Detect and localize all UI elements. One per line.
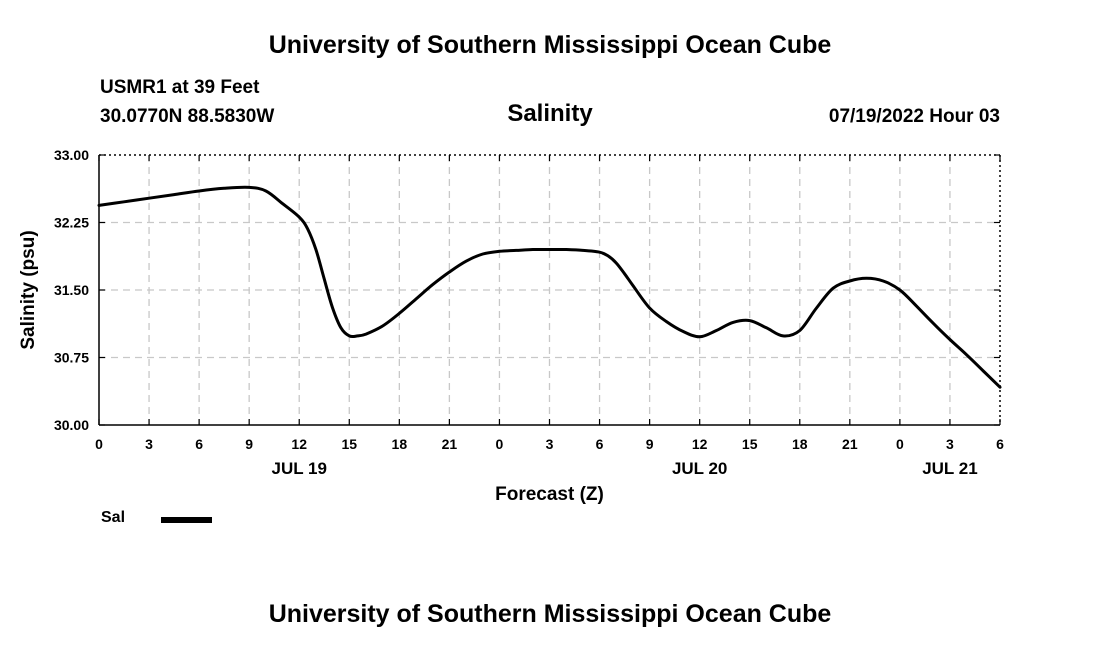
x-tick-label: 3	[946, 436, 954, 452]
x-tick-label: 0	[95, 436, 103, 452]
x-tick-label: 12	[692, 436, 708, 452]
legend-line-swatch	[161, 517, 212, 523]
x-tick-label: 6	[195, 436, 203, 452]
forecast-date: 07/19/2022 Hour 03	[828, 106, 1000, 127]
x-date-label: JUL 21	[922, 459, 977, 478]
x-tick-label: 0	[496, 436, 504, 452]
footer-title: University of Southern Mississippi Ocean…	[268, 600, 832, 628]
station-coordinates: 30.0770N 88.5830W	[100, 106, 275, 127]
x-tick-label: 18	[792, 436, 808, 452]
x-axis-title: Forecast (Z)	[495, 484, 604, 505]
x-date-label: JUL 19	[271, 459, 326, 478]
x-tick-label: 15	[742, 436, 758, 452]
x-tick-label: 3	[145, 436, 153, 452]
x-tick-label: 12	[291, 436, 307, 452]
x-tick-label: 21	[442, 436, 458, 452]
x-tick-label: 21	[842, 436, 858, 452]
y-tick-label: 30.75	[54, 350, 89, 366]
x-tick-label: 18	[392, 436, 408, 452]
series-line-sal	[97, 185, 1002, 389]
x-tick-label: 3	[546, 436, 554, 452]
x-tick-label: 6	[596, 436, 604, 452]
station-label: USMR1 at 39 Feet	[100, 77, 260, 98]
y-axis-title: Salinity (psu)	[18, 230, 39, 349]
x-tick-label: 0	[896, 436, 904, 452]
x-tick-label: 9	[245, 436, 253, 452]
x-tick-label: 15	[341, 436, 357, 452]
page-title: University of Southern Mississippi Ocean…	[268, 31, 832, 59]
y-tick-label: 33.00	[54, 147, 89, 163]
legend-label: Sal	[101, 509, 126, 526]
y-tick-label: 31.50	[54, 282, 89, 298]
chart-title: Salinity	[507, 100, 593, 127]
x-tick-label: 9	[646, 436, 654, 452]
x-tick-label: 6	[996, 436, 1004, 452]
y-tick-label: 30.00	[54, 417, 89, 433]
x-date-label: JUL 20	[672, 459, 727, 478]
y-tick-label: 32.25	[54, 215, 89, 231]
